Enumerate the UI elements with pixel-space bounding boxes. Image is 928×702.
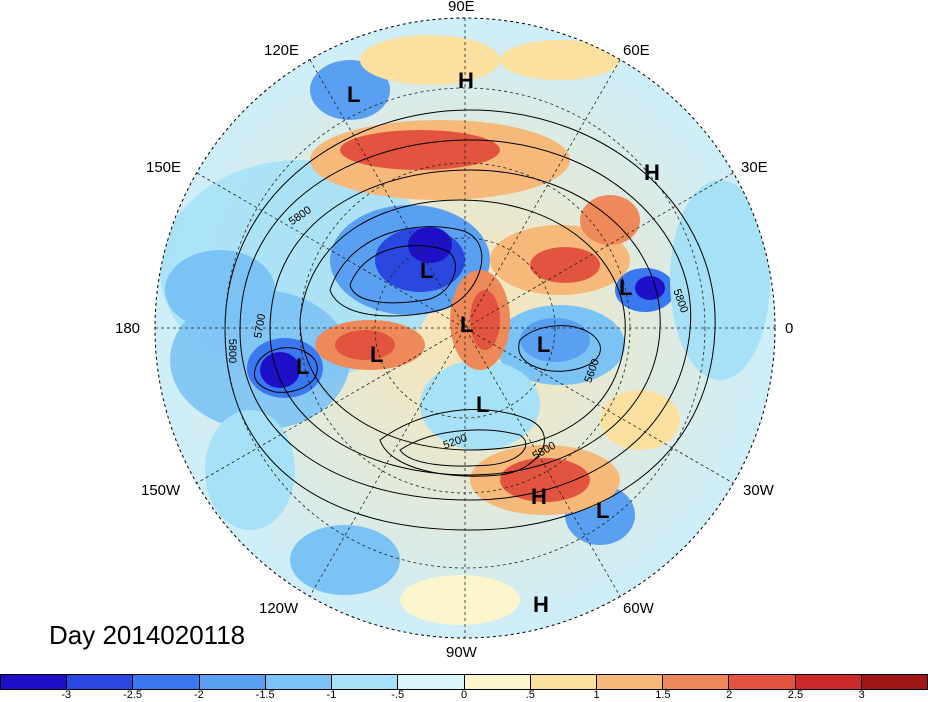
low-center-marker: L [596,498,610,523]
lon-label-0: 0 [785,320,794,337]
colorbar-tick-label: -2 [193,689,204,701]
lon-label-180: 180 [115,320,141,337]
low-center-marker: L [537,332,551,357]
colorbar-cell [398,675,465,689]
low-center-marker: L [296,354,310,379]
lon-label-90w: 90W [446,644,477,661]
lon-label-90e: 90E [448,0,475,15]
colorbar-cell [861,675,928,689]
colorbar-tick-label: 0 [460,689,468,701]
lon-label-120w: 120W [259,600,299,617]
colorbar-cell [199,675,266,689]
colorbar-tick-label: -.5 [391,689,405,701]
low-center-marker: L [619,275,633,300]
map-boundary [154,17,776,639]
low-center-marker: L [460,312,474,337]
colorbar-cell [729,675,796,689]
colorbar-tick-label: 1 [593,689,600,701]
lon-label-30e: 30E [741,159,768,176]
colorbar-tick-label: 2 [726,689,733,701]
colorbar-tick-label: -1 [326,689,337,701]
colorbar-tick-label: -2.5 [123,689,143,701]
high-center-marker: H [458,68,474,93]
low-center-marker: L [420,258,434,283]
lon-label-120e: 120E [264,42,300,59]
colorbar-tick-label: 3 [858,689,865,701]
high-center-marker: H [644,160,660,185]
date-label: Day 2014020118 [49,620,246,650]
colorbar-cell [530,675,597,689]
colorbar-tick-label: -1.5 [255,689,275,701]
lon-label-30w: 30W [743,482,774,499]
height-contours [224,109,716,531]
colorbar-cell [1,675,68,689]
lon-label-60e: 60E [623,42,650,59]
low-center-marker: L [347,82,361,107]
colorbar-cell [133,675,200,689]
low-center-marker: L [476,392,490,417]
graticule [155,18,775,638]
colorbar [0,674,928,690]
colorbar-cell [67,675,134,689]
colorbar-cell [464,675,531,689]
high-center-marker: H [531,484,547,509]
colorbar-tick-label: .5 [525,689,535,701]
lon-label-150e: 150E [146,159,182,176]
colorbar-cell [265,675,333,689]
anomaly-field [155,18,775,638]
colorbar-tick-label: 1.5 [655,689,671,701]
colorbar-tick-label: 2.5 [787,689,804,701]
colorbar-cell [332,675,399,689]
lon-label-150w: 150W [141,482,181,499]
colorbar-tick-label: -3 [61,689,72,701]
high-center-marker: H [533,592,549,617]
colorbar-cell [795,675,862,689]
lon-label-60w: 60W [623,600,654,617]
contour-label: 5800 [226,338,239,364]
colorbar-cell [663,675,730,689]
colorbar-cell [596,675,664,689]
low-center-marker: L [370,342,384,367]
